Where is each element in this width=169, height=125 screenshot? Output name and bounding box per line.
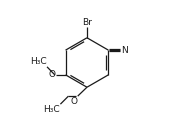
Text: N: N <box>121 46 128 55</box>
Text: O: O <box>49 70 56 79</box>
Text: O: O <box>70 97 77 106</box>
Text: H₃C: H₃C <box>43 105 60 114</box>
Text: Br: Br <box>82 18 92 27</box>
Text: H₃C: H₃C <box>30 57 46 66</box>
